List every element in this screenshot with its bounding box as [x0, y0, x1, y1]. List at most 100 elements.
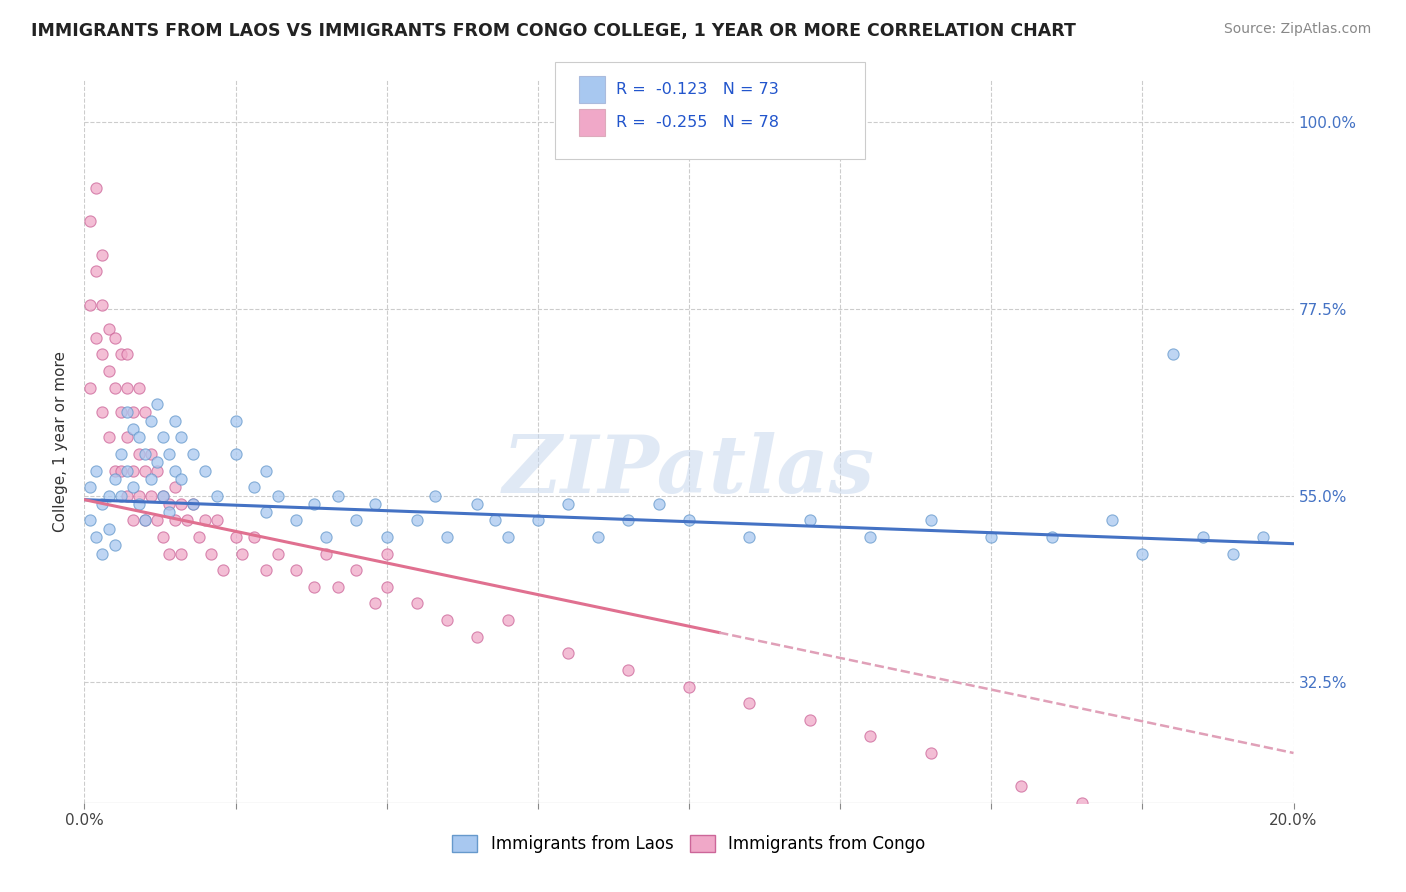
- Point: [121, 513, 143, 527]
- Point: [79, 480, 101, 494]
- Point: [152, 489, 174, 503]
- Point: [110, 464, 132, 478]
- Point: [152, 489, 174, 503]
- Point: [97, 489, 120, 503]
- Point: [115, 405, 138, 419]
- Point: [328, 580, 350, 594]
- Point: [115, 430, 138, 444]
- Text: R =  -0.255   N = 78: R = -0.255 N = 78: [616, 115, 779, 129]
- Point: [859, 730, 882, 744]
- Point: [267, 547, 290, 561]
- Point: [1040, 530, 1063, 544]
- Point: [678, 680, 700, 694]
- Point: [86, 331, 108, 345]
- Point: [104, 538, 127, 552]
- Point: [588, 530, 610, 544]
- Point: [152, 530, 174, 544]
- Point: [97, 522, 120, 536]
- Point: [110, 489, 132, 503]
- Point: [181, 497, 204, 511]
- Point: [207, 513, 229, 527]
- Point: [302, 497, 325, 511]
- Point: [157, 497, 180, 511]
- Point: [1253, 530, 1275, 544]
- Point: [121, 405, 143, 419]
- Point: [1222, 547, 1244, 561]
- Point: [181, 447, 204, 461]
- Point: [157, 447, 180, 461]
- Point: [104, 331, 127, 345]
- Point: [79, 214, 101, 228]
- Point: [315, 547, 337, 561]
- Point: [1161, 347, 1184, 361]
- Point: [91, 297, 114, 311]
- Point: [406, 597, 429, 611]
- Point: [79, 380, 101, 394]
- Point: [146, 455, 169, 469]
- Point: [194, 513, 217, 527]
- Point: [86, 530, 108, 544]
- Point: [436, 530, 458, 544]
- Point: [225, 530, 247, 544]
- Point: [86, 464, 108, 478]
- Point: [79, 513, 101, 527]
- Point: [104, 464, 127, 478]
- Point: [115, 489, 138, 503]
- Point: [346, 563, 368, 577]
- Point: [1101, 513, 1123, 527]
- Point: [91, 347, 114, 361]
- Point: [738, 696, 761, 710]
- Point: [496, 530, 519, 544]
- Point: [110, 405, 132, 419]
- Point: [285, 563, 308, 577]
- Point: [231, 547, 253, 561]
- Point: [920, 513, 942, 527]
- Point: [181, 497, 204, 511]
- Legend: Immigrants from Laos, Immigrants from Congo: Immigrants from Laos, Immigrants from Co…: [446, 828, 932, 860]
- Point: [110, 347, 132, 361]
- Point: [557, 497, 579, 511]
- Point: [242, 480, 264, 494]
- Point: [188, 530, 211, 544]
- Point: [267, 489, 290, 503]
- Point: [146, 397, 169, 411]
- Point: [91, 248, 114, 262]
- Point: [467, 497, 489, 511]
- Point: [254, 563, 277, 577]
- Point: [121, 422, 143, 436]
- Point: [128, 430, 150, 444]
- Point: [134, 447, 156, 461]
- Point: [165, 414, 187, 428]
- Point: [128, 447, 150, 461]
- Point: [302, 580, 325, 594]
- Point: [139, 447, 162, 461]
- Point: [128, 497, 150, 511]
- Point: [121, 480, 143, 494]
- Point: [363, 497, 385, 511]
- Point: [406, 513, 429, 527]
- Point: [1011, 779, 1033, 793]
- Point: [121, 464, 143, 478]
- Point: [617, 513, 640, 527]
- Point: [128, 489, 150, 503]
- Point: [170, 430, 193, 444]
- Point: [104, 472, 127, 486]
- Point: [242, 530, 264, 544]
- Point: [315, 530, 337, 544]
- Point: [980, 530, 1002, 544]
- Point: [165, 480, 187, 494]
- Point: [165, 513, 187, 527]
- Point: [176, 513, 198, 527]
- Point: [146, 464, 169, 478]
- Point: [86, 264, 108, 278]
- Point: [146, 513, 169, 527]
- Point: [139, 414, 162, 428]
- Point: [115, 347, 138, 361]
- Point: [157, 505, 180, 519]
- Point: [128, 380, 150, 394]
- Point: [254, 464, 277, 478]
- Point: [139, 472, 162, 486]
- Point: [375, 530, 398, 544]
- Point: [375, 580, 398, 594]
- Point: [165, 464, 187, 478]
